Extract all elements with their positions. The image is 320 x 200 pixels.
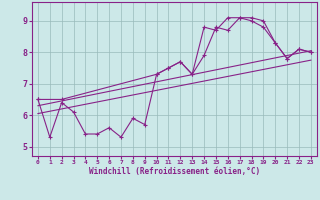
X-axis label: Windchill (Refroidissement éolien,°C): Windchill (Refroidissement éolien,°C) <box>89 167 260 176</box>
